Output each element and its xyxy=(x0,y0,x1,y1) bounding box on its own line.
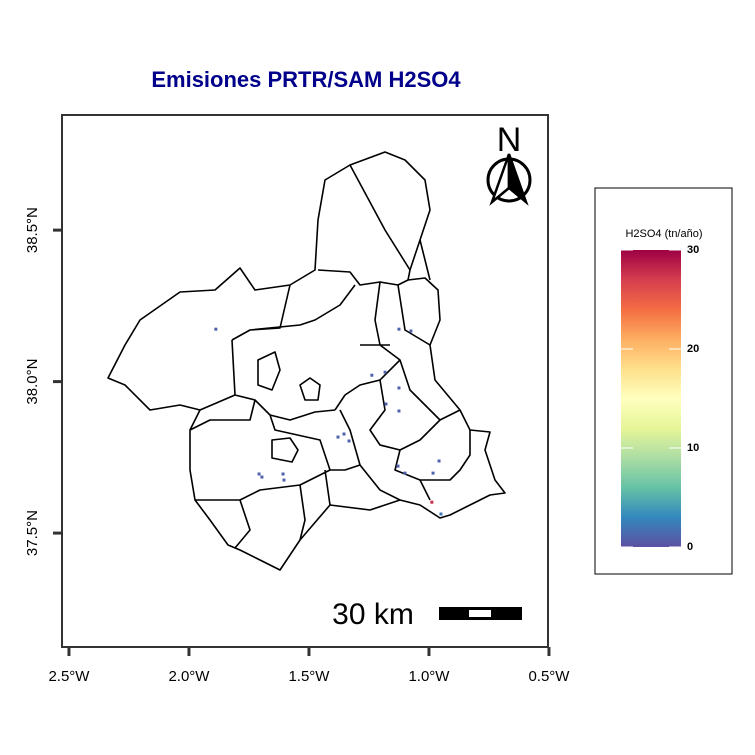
colorbar-tick-label: 0 xyxy=(687,541,693,553)
north-label: N xyxy=(497,121,522,159)
x-tick-label: 1.5°W xyxy=(288,668,330,685)
emission-point xyxy=(336,435,340,439)
boundaries xyxy=(189,164,471,549)
emission-point xyxy=(214,327,218,331)
emission-point xyxy=(431,471,435,475)
municipalities xyxy=(107,151,506,571)
emission-point xyxy=(396,464,400,468)
colorbar-tick-label: 30 xyxy=(687,244,699,256)
emission-point xyxy=(397,386,401,390)
emission-point xyxy=(397,409,401,413)
y-tick-label: 37.5°N xyxy=(24,510,41,556)
emission-point xyxy=(437,459,441,463)
emission-point xyxy=(370,373,374,377)
colorbar-tick-label: 20 xyxy=(687,343,699,355)
legend-title: H2SO4 (tn/año) xyxy=(625,228,702,240)
emission-point xyxy=(403,471,407,475)
emission-point xyxy=(383,370,387,374)
y-tick-label: 38.0°N xyxy=(24,359,41,405)
emission-point xyxy=(257,472,261,476)
north-arrow: N xyxy=(486,121,532,206)
emission-point xyxy=(260,475,264,479)
y-tick-label: 38.5°N xyxy=(24,207,41,253)
scale-bar-label: 30 km xyxy=(332,598,414,631)
emission-point xyxy=(342,432,346,436)
x-tick-label: 2.5°W xyxy=(48,668,90,685)
emission-point xyxy=(430,500,434,504)
emission-point xyxy=(281,472,285,476)
x-tick-label: 2.0°W xyxy=(168,668,210,685)
colorbar-tick-label: 10 xyxy=(687,442,699,454)
emission-point xyxy=(409,329,413,333)
emission-point xyxy=(282,478,286,482)
emission-point xyxy=(347,439,351,443)
emission-point xyxy=(439,512,443,516)
scale-bar-segment xyxy=(469,610,491,617)
emission-point xyxy=(397,327,401,331)
emission-point xyxy=(384,402,388,406)
map-title: Emisiones PRTR/SAM H2SO4 xyxy=(151,67,461,92)
x-tick-label: 0.5°W xyxy=(528,668,570,685)
x-tick-label: 1.0°W xyxy=(408,668,450,685)
scale-bar: 30 km xyxy=(332,598,522,631)
north-arrow-right xyxy=(507,153,529,206)
region-outline xyxy=(107,151,506,571)
colorbar xyxy=(621,250,681,547)
